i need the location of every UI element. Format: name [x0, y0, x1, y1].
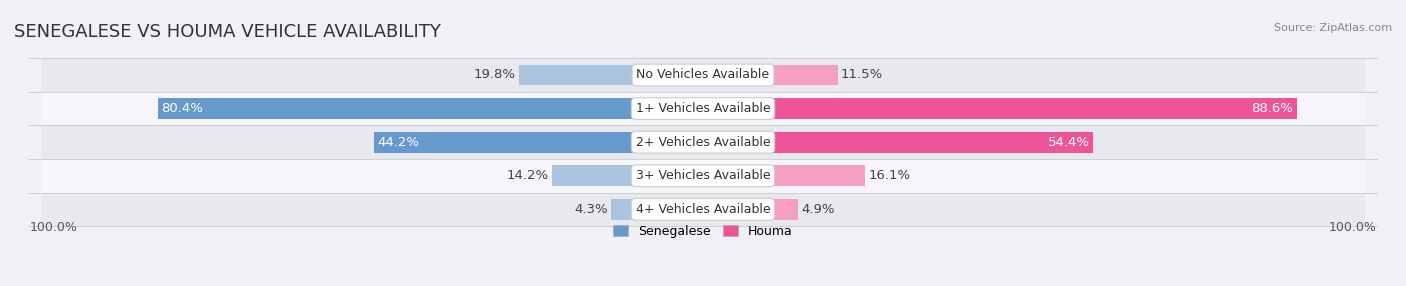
Bar	[612, 199, 637, 220]
Text: 100.0%: 100.0%	[30, 221, 77, 233]
Bar	[374, 132, 637, 152]
Bar	[41, 92, 1365, 125]
Text: 1+ Vehicles Available: 1+ Vehicles Available	[636, 102, 770, 115]
Text: 44.2%: 44.2%	[377, 136, 419, 149]
Bar	[769, 132, 1092, 152]
Legend: Senegalese, Houma: Senegalese, Houma	[607, 220, 799, 243]
Text: 4.9%: 4.9%	[801, 203, 835, 216]
Bar	[41, 192, 1365, 226]
Bar	[769, 65, 838, 86]
Bar	[41, 58, 1365, 92]
Bar	[553, 165, 637, 186]
Text: No Vehicles Available: No Vehicles Available	[637, 68, 769, 82]
Text: 88.6%: 88.6%	[1251, 102, 1294, 115]
Text: 14.2%: 14.2%	[506, 169, 548, 182]
Text: 4+ Vehicles Available: 4+ Vehicles Available	[636, 203, 770, 216]
Text: 4.3%: 4.3%	[574, 203, 607, 216]
Text: 2+ Vehicles Available: 2+ Vehicles Available	[636, 136, 770, 149]
Text: 19.8%: 19.8%	[474, 68, 516, 82]
Text: 16.1%: 16.1%	[869, 169, 911, 182]
Bar	[157, 98, 637, 119]
Bar	[41, 159, 1365, 192]
Bar	[769, 98, 1296, 119]
Bar	[769, 199, 799, 220]
Bar	[519, 65, 637, 86]
Text: 80.4%: 80.4%	[162, 102, 204, 115]
Text: SENEGALESE VS HOUMA VEHICLE AVAILABILITY: SENEGALESE VS HOUMA VEHICLE AVAILABILITY	[14, 23, 441, 41]
Text: Source: ZipAtlas.com: Source: ZipAtlas.com	[1274, 23, 1392, 33]
Text: 100.0%: 100.0%	[1329, 221, 1376, 233]
Bar	[41, 125, 1365, 159]
Bar	[769, 165, 865, 186]
Text: 11.5%: 11.5%	[841, 68, 883, 82]
Text: 54.4%: 54.4%	[1047, 136, 1090, 149]
Text: 3+ Vehicles Available: 3+ Vehicles Available	[636, 169, 770, 182]
